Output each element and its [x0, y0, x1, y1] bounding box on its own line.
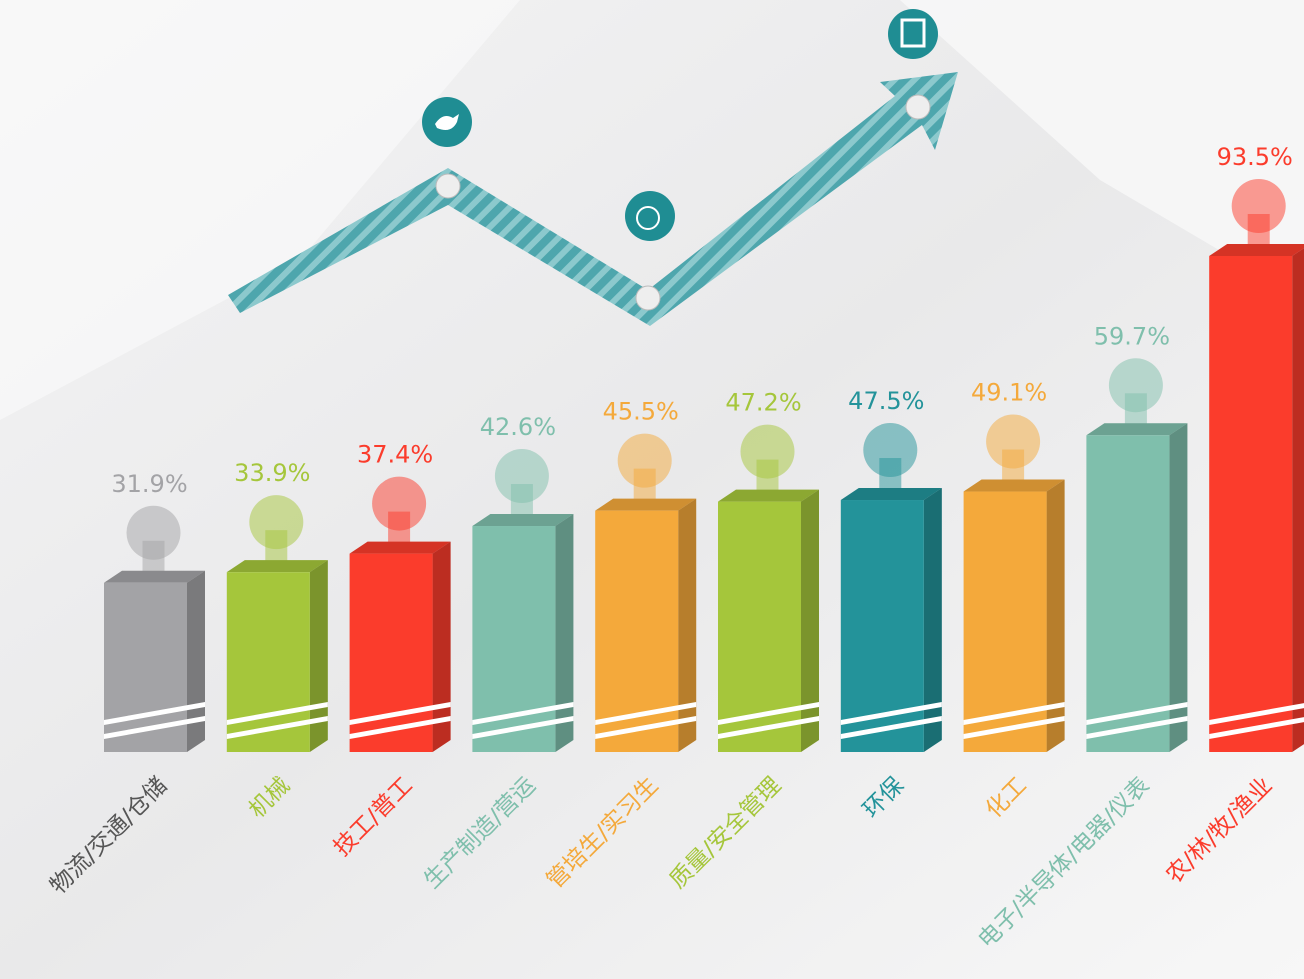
bar-stripe [840, 702, 942, 725]
bar-top [226, 560, 328, 573]
bar-stripe [963, 702, 1065, 725]
bar-stripe [1086, 716, 1188, 739]
bar-top [840, 488, 942, 501]
bar-top [963, 479, 1065, 492]
knob [863, 423, 918, 478]
bar-side-shade [555, 514, 574, 752]
bar-side [678, 498, 697, 752]
bar-top-shade [1209, 244, 1304, 256]
bar-top-shade [472, 514, 574, 527]
bar-side-shade [923, 488, 942, 752]
bar-top [1209, 244, 1304, 256]
bar-stripe [718, 702, 819, 725]
bar-group: 33.9%机械 [226, 459, 328, 823]
knob [740, 424, 795, 479]
bar-stripe [226, 716, 328, 739]
bar-top-shade [349, 541, 451, 554]
bar-side-shade [1292, 248, 1304, 752]
bar-stripe [1209, 717, 1304, 739]
bar-side-shade [187, 570, 205, 752]
bar-top [1086, 423, 1188, 436]
bar-top-shade [840, 488, 942, 501]
trend-arrow [228, 9, 958, 326]
bar-stripe [963, 716, 1065, 739]
value-label: 47.5% [848, 387, 924, 415]
bar-stripe [472, 716, 574, 739]
bar-side [923, 488, 942, 752]
bar-stripe [595, 702, 697, 725]
bar-side-shade [432, 541, 451, 752]
bar-stripe [1209, 703, 1304, 725]
value-label: 59.7% [1094, 322, 1170, 350]
bar-side-shade [1046, 479, 1065, 752]
bar-stripe [718, 716, 819, 739]
bar-side [555, 514, 574, 752]
bar-side [432, 541, 451, 752]
value-label: 42.6% [480, 413, 556, 441]
knob [249, 495, 304, 550]
bar-group: 49.1%化工 [963, 379, 1065, 823]
value-label: 31.9% [111, 470, 187, 498]
knob [126, 505, 181, 560]
bar-stripe [1086, 702, 1188, 725]
bar-side [1292, 248, 1304, 752]
value-label: 93.5% [1217, 143, 1293, 171]
bar-side [801, 489, 819, 752]
knob [1108, 358, 1163, 413]
bar-top-shade [718, 489, 819, 502]
bar-stripe [349, 702, 451, 725]
bar-side [1169, 423, 1188, 752]
bar-side [1046, 479, 1065, 752]
bar-top-shade [1086, 423, 1188, 436]
bar-top [718, 489, 819, 502]
bar-top [595, 498, 697, 511]
bar-top [472, 514, 574, 527]
bg-shape [0, 0, 520, 420]
knob [494, 449, 549, 504]
bar-stripe [226, 702, 328, 725]
value-label: 33.9% [234, 459, 310, 487]
value-label: 49.1% [971, 379, 1047, 407]
bar-side-shade [1169, 423, 1188, 752]
bar-top-shade [104, 570, 205, 583]
bar [1209, 256, 1293, 752]
bar-top [349, 541, 451, 554]
value-label: 47.2% [725, 389, 801, 417]
knob [986, 414, 1041, 469]
bar-top-shade [595, 498, 697, 511]
bg-shape [900, 0, 1304, 300]
bar-stripe [349, 716, 451, 739]
knob [617, 433, 672, 488]
bar-top-shade [963, 479, 1065, 492]
bar-stripe [104, 716, 205, 739]
bar-top [104, 570, 205, 583]
bar-stripe [840, 716, 942, 739]
knob [372, 476, 427, 531]
bar-stripe [595, 716, 697, 739]
value-label: 37.4% [357, 441, 433, 469]
bar [1086, 435, 1170, 752]
value-label: 45.5% [603, 398, 679, 426]
bar-side-shade [678, 498, 697, 752]
bar-stripe [472, 702, 574, 725]
bar-side-shade [801, 489, 819, 752]
knob [1231, 179, 1286, 233]
bar-stripe [104, 702, 205, 725]
bar-top-shade [226, 560, 328, 573]
